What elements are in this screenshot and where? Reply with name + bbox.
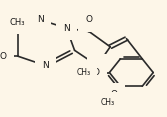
Text: O: O (110, 90, 117, 99)
Text: O: O (93, 68, 100, 77)
Text: CH₃: CH₃ (76, 68, 91, 77)
Text: N: N (42, 61, 49, 70)
Text: CH₃: CH₃ (9, 18, 25, 27)
Text: CH₃: CH₃ (100, 98, 114, 107)
Text: O: O (86, 15, 93, 24)
Text: S: S (94, 61, 100, 70)
Text: N: N (37, 15, 44, 24)
Text: N: N (63, 24, 70, 33)
Text: O: O (0, 52, 7, 61)
